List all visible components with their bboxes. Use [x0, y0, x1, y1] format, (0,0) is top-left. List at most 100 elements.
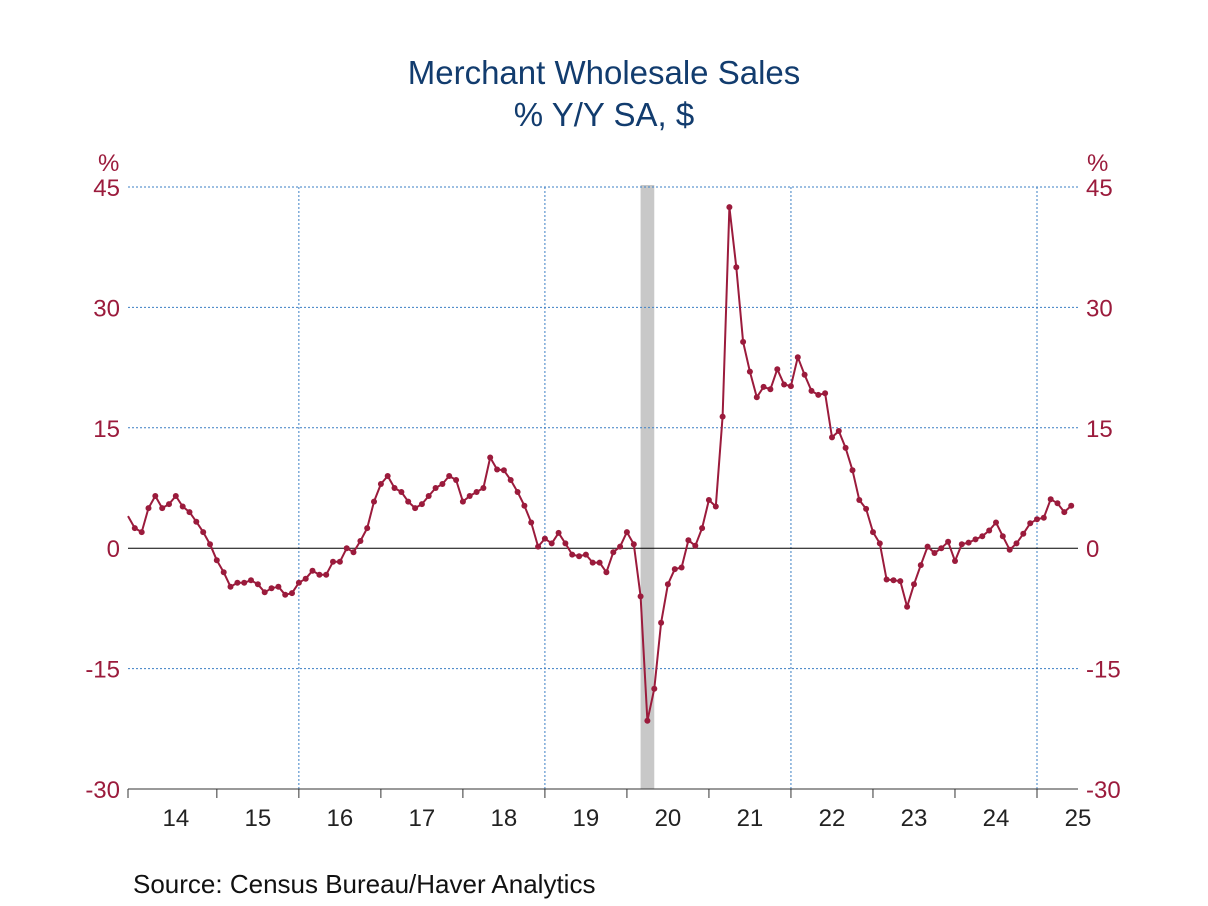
- x-tick-label: 23: [901, 805, 928, 832]
- data-point: [1006, 546, 1013, 553]
- data-point: [248, 577, 254, 584]
- x-tick-label: 15: [245, 805, 272, 832]
- data-point: [760, 383, 767, 390]
- data-point: [999, 533, 1006, 540]
- data-point: [945, 538, 952, 545]
- chart-title: Merchant Wholesale Sales: [408, 54, 801, 91]
- data-point: [664, 581, 671, 588]
- data-point: [446, 473, 453, 479]
- data-point: [459, 498, 466, 505]
- data-point: [705, 497, 712, 503]
- data-point: [289, 590, 295, 597]
- data-point: [617, 543, 624, 550]
- data-point: [439, 481, 446, 487]
- data-point: [651, 685, 658, 692]
- data-point: [1020, 530, 1027, 537]
- data-point: [644, 717, 651, 724]
- data-point: [924, 543, 931, 550]
- data-point: [330, 558, 336, 565]
- data-point: [904, 603, 911, 610]
- x-tick-label: 25: [1065, 805, 1092, 832]
- data-point: [863, 505, 870, 512]
- data-point: [343, 545, 350, 552]
- data-point: [699, 525, 706, 532]
- data-point: [179, 503, 186, 510]
- data-point: [733, 264, 740, 271]
- data-point: [548, 540, 555, 547]
- data-point: [1013, 540, 1020, 547]
- data-point: [377, 481, 384, 487]
- y-tick-label-left: -15: [85, 657, 120, 684]
- data-point: [405, 498, 412, 505]
- x-tick-label: 16: [327, 805, 354, 832]
- data-point: [466, 493, 473, 499]
- data-point: [207, 541, 213, 548]
- y-tick-label-right: 45: [1086, 175, 1113, 202]
- grid-lines: [128, 186, 1078, 789]
- data-point: [391, 485, 398, 491]
- data-point: [473, 489, 480, 495]
- y-tick-labels-left: 45 30 15 0 -15 -30: [85, 175, 120, 804]
- data-point: [1034, 516, 1040, 523]
- data-point: [268, 585, 275, 592]
- y-tick-label-right: 30: [1086, 295, 1113, 322]
- x-tick-label: 22: [819, 805, 846, 832]
- data-point: [726, 204, 733, 211]
- data-point: [364, 525, 371, 532]
- data-point: [774, 366, 781, 373]
- data-point: [521, 502, 528, 509]
- data-point: [596, 559, 603, 566]
- data-point: [487, 454, 494, 461]
- data-point: [890, 577, 897, 584]
- data-point: [835, 428, 842, 434]
- data-point: [637, 593, 644, 600]
- data-point: [671, 566, 678, 573]
- recession-band: [640, 185, 655, 789]
- data-point: [200, 529, 207, 536]
- x-tick-label: 20: [655, 805, 682, 832]
- data-point: [1040, 514, 1047, 521]
- source-note: Source: Census Bureau/Haver Analytics: [133, 869, 595, 899]
- data-point: [507, 477, 514, 483]
- y-tick-label-right: 0: [1086, 536, 1099, 563]
- data-point: [712, 503, 719, 510]
- right-unit-label: %: [1087, 150, 1108, 177]
- data-point: [166, 501, 172, 508]
- data-point: [589, 559, 596, 566]
- data-point: [911, 581, 917, 588]
- data-point: [658, 619, 665, 626]
- data-point: [562, 540, 569, 547]
- data-point: [425, 493, 432, 499]
- data-point: [931, 550, 938, 556]
- data-point: [398, 489, 405, 495]
- data-point: [555, 529, 562, 536]
- data-point: [309, 567, 316, 574]
- data-point: [781, 381, 788, 388]
- data-point: [815, 391, 822, 398]
- data-point: [603, 569, 610, 576]
- data-point: [336, 558, 343, 565]
- data-point: [220, 569, 227, 576]
- data-point: [1061, 509, 1068, 516]
- data-point: [282, 591, 289, 598]
- data-point: [138, 529, 145, 536]
- y-tick-label-left: 45: [93, 175, 120, 202]
- x-tick-label: 17: [409, 805, 436, 832]
- data-point: [412, 505, 419, 512]
- data-point: [576, 553, 583, 560]
- data-point: [883, 576, 890, 583]
- data-point: [357, 538, 364, 544]
- data-point: [876, 540, 883, 547]
- data-point: [316, 571, 323, 578]
- data-point: [794, 354, 801, 361]
- data-point: [275, 583, 282, 590]
- data-point: [753, 394, 760, 401]
- data-point: [965, 539, 972, 546]
- data-point: [152, 493, 159, 499]
- data-point: [808, 387, 815, 394]
- data-point: [514, 489, 521, 495]
- x-tick-label: 18: [491, 805, 518, 832]
- data-point: [917, 562, 924, 569]
- data-point: [801, 371, 808, 378]
